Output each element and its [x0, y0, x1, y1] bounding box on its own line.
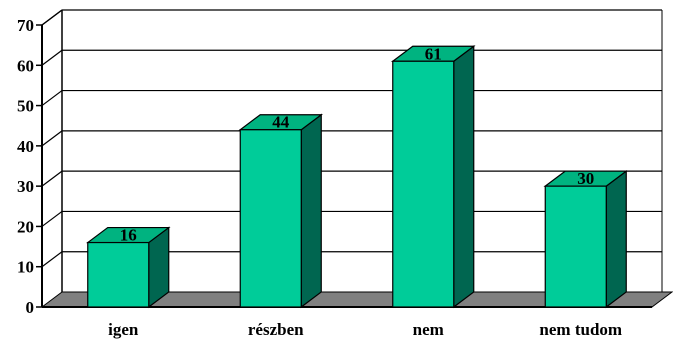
gridline-side — [41, 90, 63, 107]
category-label: nem tudom — [539, 320, 622, 339]
bar-side-face — [453, 45, 475, 309]
bar-front-face — [239, 129, 302, 308]
bar-front-face — [544, 185, 607, 308]
bar-side-face — [605, 169, 627, 309]
gridline-side — [41, 49, 63, 66]
gridline-side — [41, 130, 63, 147]
y-tick-labels: 0 10 20 30 40 50 60 70 — [17, 16, 34, 317]
bars — [85, 45, 629, 309]
y-tick-label: 60 — [17, 56, 34, 75]
side-wall-top — [41, 9, 63, 26]
y-tick-label: 40 — [17, 137, 34, 156]
y-tick-label: 0 — [26, 298, 35, 317]
data-label: 61 — [425, 44, 442, 63]
bar-front-face — [392, 60, 455, 308]
category-label: nem — [413, 320, 444, 339]
y-tick-label: 10 — [17, 258, 34, 277]
y-tick-label: 20 — [17, 217, 34, 236]
bar — [390, 45, 476, 309]
gridlines — [41, 9, 662, 268]
data-label: 16 — [120, 226, 137, 245]
category-labels: igen részben nem nem tudom — [108, 320, 622, 339]
data-labels: 16 44 61 30 — [120, 44, 595, 244]
data-label: 44 — [272, 113, 290, 132]
gridline-side — [41, 251, 63, 268]
bar-front-face — [87, 241, 150, 308]
data-label: 30 — [577, 169, 594, 188]
y-tick-label: 70 — [17, 16, 34, 35]
category-label: igen — [108, 320, 139, 339]
y-tick-label: 50 — [17, 97, 34, 116]
bar-side-face — [300, 113, 322, 309]
bar — [543, 169, 629, 309]
bar — [85, 226, 171, 309]
bar — [238, 113, 324, 309]
category-label: részben — [248, 320, 304, 339]
y-tick-label: 30 — [17, 177, 34, 196]
gridline-side — [41, 170, 63, 187]
gridline-side — [41, 210, 63, 227]
